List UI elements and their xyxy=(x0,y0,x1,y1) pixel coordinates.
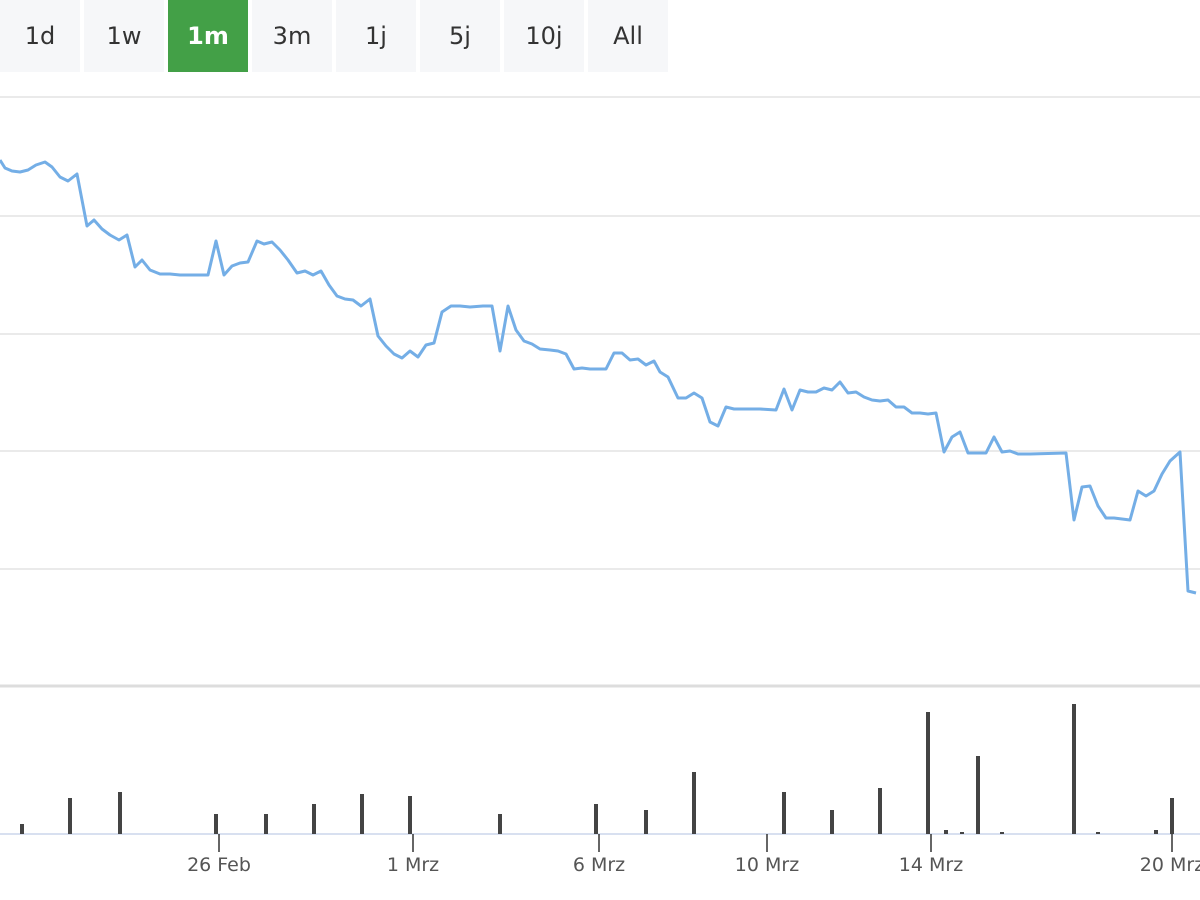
range-button[interactable]: All xyxy=(588,0,668,72)
volume-bar xyxy=(594,804,598,834)
range-button[interactable]: 1j xyxy=(336,0,416,72)
x-tick-label: 14 Mrz xyxy=(899,854,963,876)
range-button[interactable]: 1w xyxy=(84,0,164,72)
volume-bar xyxy=(118,792,122,834)
volume-bar xyxy=(782,792,786,834)
volume-bar xyxy=(498,814,502,834)
volume-bar xyxy=(312,804,316,834)
volume-bar xyxy=(878,788,882,834)
range-selector: 1d 1w 1m 3m 1j 5j 10j All xyxy=(0,0,668,72)
volume-bar xyxy=(20,824,24,834)
volume-bar xyxy=(264,814,268,834)
volume-bar xyxy=(960,832,964,834)
x-tick-label: 10 Mrz xyxy=(735,854,799,876)
volume-bar xyxy=(1000,832,1004,834)
volume-bar xyxy=(1096,832,1100,834)
x-tick-label: 1 Mrz xyxy=(387,854,439,876)
range-button[interactable]: 1d xyxy=(0,0,80,72)
volume-bar xyxy=(1170,798,1174,834)
volume-bar xyxy=(830,810,834,834)
range-button[interactable]: 5j xyxy=(420,0,500,72)
x-tick-label: 6 Mrz xyxy=(573,854,625,876)
range-button[interactable]: 3m xyxy=(252,0,332,72)
price-line xyxy=(0,159,1197,595)
range-button[interactable]: 1m xyxy=(168,0,248,72)
volume-bar xyxy=(976,756,980,834)
volume-bar xyxy=(926,712,930,834)
volume-bar xyxy=(944,830,948,834)
volume-bar xyxy=(360,794,364,834)
volume-bar xyxy=(68,798,72,834)
volume-bar xyxy=(408,796,412,834)
x-tick-label: 20 Mrz xyxy=(1140,854,1200,876)
volume-bar xyxy=(214,814,218,834)
volume-bar xyxy=(644,810,648,834)
range-button[interactable]: 10j xyxy=(504,0,584,72)
frame xyxy=(0,97,1200,834)
volume-bar xyxy=(1072,704,1076,834)
volume-bar xyxy=(692,772,696,834)
x-tick-label: 26 Feb xyxy=(187,854,251,876)
volume-bar xyxy=(1154,830,1158,834)
